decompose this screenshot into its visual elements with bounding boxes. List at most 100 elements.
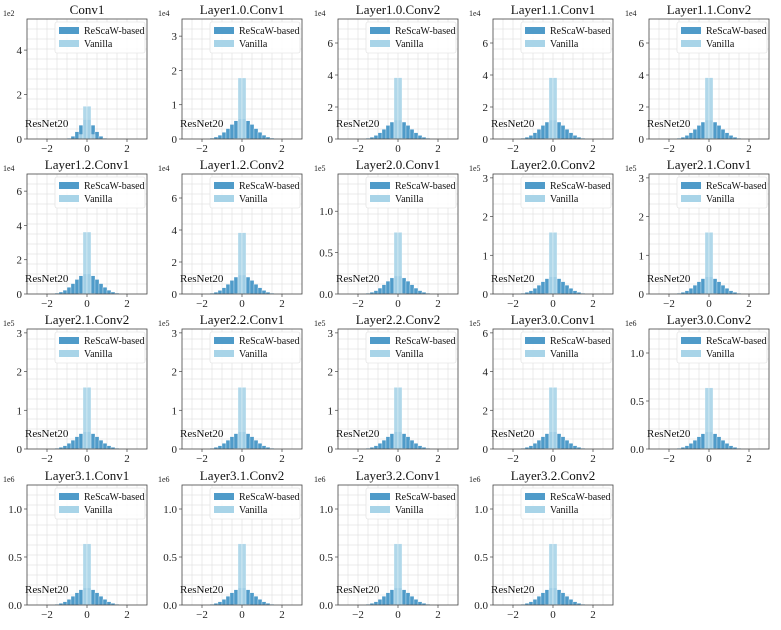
vanilla-bar [238, 78, 242, 139]
rescaw-bar [537, 596, 541, 605]
vanilla-bar [238, 544, 242, 605]
y-tick-label: 1.0 [319, 206, 333, 218]
y-tick-label: 1 [483, 250, 489, 262]
x-tick-label: 0 [84, 609, 90, 621]
x-tick-label: −2 [507, 609, 519, 621]
model-label: ResNet20 [336, 428, 380, 440]
vanilla-bar [705, 78, 709, 139]
x-tick-label: 2 [124, 143, 130, 155]
rescaw-bar [402, 122, 406, 139]
y-tick-label: 0 [483, 444, 489, 456]
rescaw-bar [79, 590, 83, 605]
subplot-title: Layer1.1.Conv1 [511, 2, 595, 17]
subplot-title: Layer3.1.Conv2 [200, 468, 284, 483]
x-tick-label: −2 [196, 143, 208, 155]
y-tick-label: 0 [483, 134, 489, 146]
x-tick-label: 2 [279, 143, 285, 155]
y-tick-label: 6 [639, 38, 645, 50]
legend-swatch-vanilla [370, 195, 390, 202]
rescaw-bar [75, 437, 79, 449]
vanilla-bar [398, 232, 402, 294]
x-tick-label: −2 [663, 298, 675, 310]
vanilla-bar [87, 544, 91, 605]
subplot-title: Layer3.2.Conv1 [356, 468, 440, 483]
vanilla-bar [394, 78, 398, 139]
y-tick-label: 0.5 [630, 396, 644, 408]
rescaw-bar [406, 125, 410, 139]
rescaw-bar [533, 133, 537, 139]
rescaw-bar [262, 290, 266, 294]
vanilla-bar [242, 233, 246, 294]
y-tick-label: 0.0 [630, 444, 644, 456]
x-tick-label: −2 [196, 453, 208, 465]
rescaw-bar [402, 590, 406, 605]
rescaw-bar [75, 132, 79, 139]
legend-label-vanilla: Vanilla [84, 39, 113, 50]
x-tick-label: 2 [590, 298, 596, 310]
y-tick-label: 0 [328, 134, 334, 146]
y-tick-label: 0.5 [474, 552, 488, 564]
y-tick-label: 1 [172, 405, 178, 417]
rescaw-bar [254, 596, 258, 605]
x-tick-label: −2 [41, 298, 53, 310]
y-exponent-label: 1e4 [314, 9, 326, 18]
vanilla-bar [705, 232, 709, 294]
y-exponent-label: 1e4 [158, 164, 170, 173]
legend-swatch-rescaw [59, 182, 79, 189]
y-tick-label: 1.0 [319, 504, 333, 516]
rescaw-bar [573, 446, 577, 449]
x-tick-label: 2 [746, 143, 752, 155]
legend-label-rescaw: ReScaW-based [84, 26, 145, 37]
legend-label-rescaw: ReScaW-based [84, 181, 145, 192]
legend-swatch-vanilla [370, 350, 390, 357]
model-label: ResNet20 [491, 584, 535, 596]
rescaw-bar [246, 277, 250, 294]
x-tick-label: −2 [507, 298, 519, 310]
rescaw-bar [557, 590, 561, 605]
legend-swatch-vanilla [370, 40, 390, 47]
x-tick-label: 0 [706, 143, 712, 155]
rescaw-bar [246, 590, 250, 605]
x-tick-label: 2 [279, 453, 285, 465]
rescaw-bar [569, 443, 573, 449]
y-exponent-label: 1e6 [158, 475, 170, 484]
model-label: ResNet20 [25, 584, 69, 596]
legend-swatch-rescaw [525, 27, 545, 34]
legend-label-rescaw: ReScaW-based [706, 181, 767, 192]
subplot-title: Layer2.1.Conv1 [667, 157, 751, 172]
rescaw-bar [378, 288, 382, 294]
rescaw-bar [418, 135, 422, 139]
rescaw-bar [67, 443, 71, 449]
y-tick-label: 0 [172, 134, 178, 146]
rescaw-bar [374, 446, 378, 449]
rescaw-bar [107, 290, 111, 294]
legend-swatch-vanilla [214, 195, 234, 202]
legend-swatch-rescaw [681, 182, 701, 189]
rescaw-bar [406, 281, 410, 294]
subplot-title: Layer1.0.Conv1 [200, 2, 284, 17]
rescaw-bar [573, 291, 577, 294]
x-tick-label: 0 [84, 298, 90, 310]
rescaw-bar [402, 434, 406, 449]
model-label: ResNet20 [491, 273, 535, 285]
rescaw-bar [561, 437, 565, 449]
rescaw-bar [561, 593, 565, 605]
rescaw-bar [382, 440, 386, 449]
y-tick-label: 6 [483, 328, 489, 340]
rescaw-bar [382, 285, 386, 294]
rescaw-bar [545, 122, 549, 139]
rescaw-bar [693, 285, 697, 294]
rescaw-bar [250, 593, 254, 605]
legend-label-vanilla: Vanilla [84, 349, 113, 360]
rescaw-bar [685, 446, 689, 449]
y-tick-label: 0 [639, 134, 645, 146]
